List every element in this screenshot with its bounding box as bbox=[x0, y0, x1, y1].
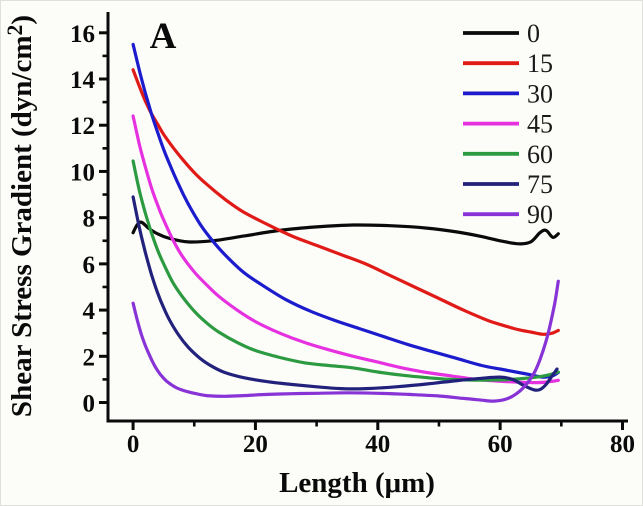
legend-item-90: 90 bbox=[463, 200, 553, 229]
tick-labels: 0 20 40 60 80 0 2 4 6 8 10 12 14 16 bbox=[70, 21, 635, 458]
legend-label-0: 0 bbox=[527, 19, 540, 48]
series-line-60 bbox=[131, 159, 560, 382]
y-tick-label-0: 0 bbox=[83, 391, 96, 418]
legend-item-15: 15 bbox=[463, 49, 553, 78]
y-tick-label-8: 8 bbox=[83, 206, 96, 233]
x-axis-label: Length (μm) bbox=[279, 467, 435, 499]
legend-label-30: 30 bbox=[527, 79, 553, 108]
y-tick-label-10: 10 bbox=[70, 159, 95, 186]
x-tick-label-60: 60 bbox=[488, 431, 513, 458]
legend-label-15: 15 bbox=[527, 49, 553, 78]
series-line-90 bbox=[131, 279, 560, 403]
tick-marks bbox=[99, 31, 624, 430]
y-tick-label-16: 16 bbox=[70, 21, 95, 48]
series-line-0 bbox=[131, 220, 560, 246]
legend-item-0: 0 bbox=[463, 19, 540, 48]
y-tick-label-14: 14 bbox=[70, 67, 96, 94]
legend-label-45: 45 bbox=[527, 110, 553, 139]
legend-label-75: 75 bbox=[527, 170, 553, 199]
x-tick-label-20: 20 bbox=[243, 431, 268, 458]
legend-label-60: 60 bbox=[527, 140, 553, 169]
legend-item-60: 60 bbox=[463, 140, 553, 169]
ylabel-superscript: 2 bbox=[3, 25, 27, 36]
panel-label: A bbox=[150, 16, 177, 57]
legend-item-45: 45 bbox=[463, 110, 553, 139]
y-tick-label-2: 2 bbox=[83, 344, 96, 371]
series-line-15 bbox=[131, 68, 560, 336]
series-lines bbox=[131, 42, 560, 403]
legend-item-30: 30 bbox=[463, 79, 553, 108]
y-tick-label-4: 4 bbox=[83, 298, 96, 325]
x-tick-label-80: 80 bbox=[610, 431, 635, 458]
x-tick-label-40: 40 bbox=[365, 431, 390, 458]
y-tick-label-12: 12 bbox=[70, 113, 95, 140]
legend-label-90: 90 bbox=[527, 200, 553, 229]
x-tick-label-0: 0 bbox=[127, 431, 140, 458]
y-tick-label-6: 6 bbox=[83, 252, 96, 279]
y-axis-label: Shear Stress Gradient (dyn/cm2) bbox=[3, 15, 38, 417]
legend-item-75: 75 bbox=[463, 170, 553, 199]
series-line-30 bbox=[131, 42, 560, 379]
